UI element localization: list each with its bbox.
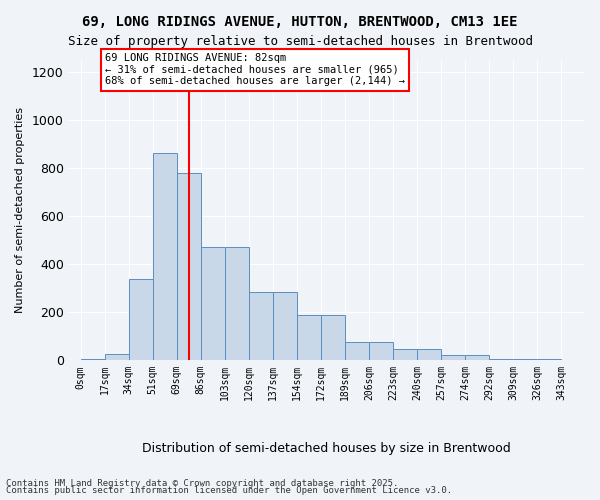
Text: 69 LONG RIDINGS AVENUE: 82sqm
← 31% of semi-detached houses are smaller (965)
68: 69 LONG RIDINGS AVENUE: 82sqm ← 31% of s… [105,53,405,86]
Bar [105,354,129,360]
Bar [441,356,465,360]
Bar [273,292,297,360]
Bar [153,152,177,360]
Text: Contains HM Land Registry data © Crown copyright and database right 2025.: Contains HM Land Registry data © Crown c… [6,478,398,488]
Bar [80,359,105,360]
X-axis label: Distribution of semi-detached houses by size in Brentwood: Distribution of semi-detached houses by … [142,442,511,455]
Bar [129,278,153,360]
Y-axis label: Number of semi-detached properties: Number of semi-detached properties [15,108,25,314]
Text: Size of property relative to semi-detached houses in Brentwood: Size of property relative to semi-detach… [67,35,533,48]
Bar [393,350,417,360]
Bar [201,248,225,360]
Bar [537,359,561,360]
Bar [225,248,249,360]
Bar [369,342,393,360]
Bar [417,350,441,360]
Text: Contains public sector information licensed under the Open Government Licence v3: Contains public sector information licen… [6,486,452,495]
Bar [513,359,537,360]
Bar [321,314,345,360]
Text: 69, LONG RIDINGS AVENUE, HUTTON, BRENTWOOD, CM13 1EE: 69, LONG RIDINGS AVENUE, HUTTON, BRENTWO… [82,15,518,29]
Bar [177,173,201,360]
Bar [297,314,321,360]
Bar [345,342,369,360]
Bar [465,356,489,360]
Bar [249,292,273,360]
Bar [489,359,513,360]
